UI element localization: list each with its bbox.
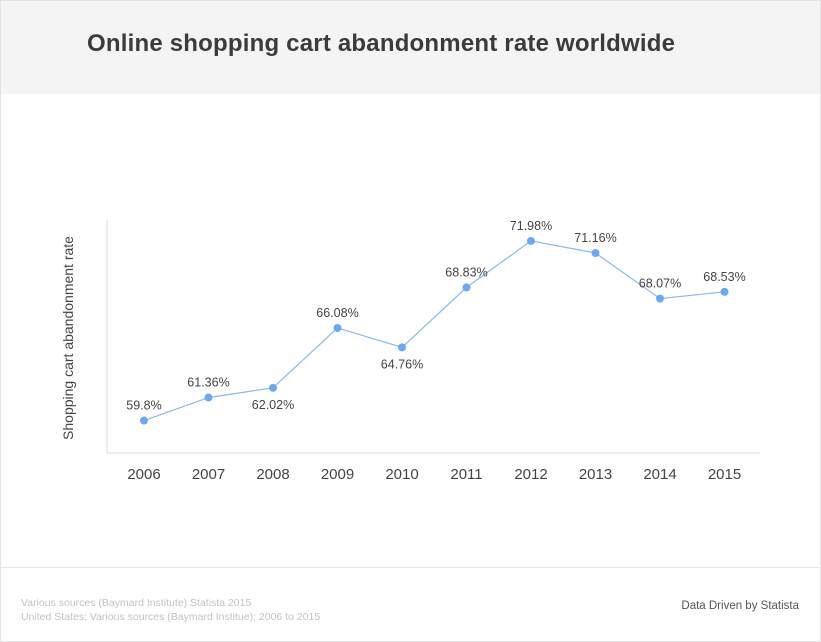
data-point-2009[interactable] <box>333 323 342 332</box>
data-label-2011: 68.83% <box>445 265 487 279</box>
series-line <box>143 240 725 422</box>
series-layer <box>140 236 729 425</box>
x-tick-label-2011: 2011 <box>450 466 482 483</box>
data-point-2015[interactable] <box>720 287 729 296</box>
data-point-2006[interactable] <box>140 416 148 425</box>
data-label-2007: 61.36% <box>187 376 229 390</box>
data-point-2011[interactable] <box>462 283 471 292</box>
data-label-2008: 62.02% <box>252 398 294 412</box>
data-label-2015: 68.53% <box>703 270 745 284</box>
data-point-2008[interactable] <box>269 383 277 392</box>
source-line-2: United States: Various sources (Baymard … <box>21 611 321 623</box>
footer-divider <box>1 567 820 568</box>
x-tick-label-2008: 2008 <box>256 466 289 483</box>
data-point-2012[interactable] <box>527 236 535 245</box>
x-tick-label-2006: 2006 <box>127 466 160 483</box>
x-tick-label-2014: 2014 <box>643 466 676 483</box>
data-point-2010[interactable] <box>398 343 406 352</box>
x-tick-label-2015: 2015 <box>708 466 741 483</box>
data-label-2009: 66.08% <box>316 306 358 320</box>
x-tick-label-2007: 2007 <box>192 466 225 483</box>
statista-credit[interactable]: Data Driven by Statista <box>681 600 799 612</box>
data-label-2010: 64.76% <box>381 357 423 371</box>
data-label-2014: 68.07% <box>639 277 681 291</box>
x-tick-layer: 2006 2007 2008 2009 2010 2011 2012 2013 2014 2015 <box>127 466 741 483</box>
chart-header <box>1 1 820 94</box>
data-point-2013[interactable] <box>591 249 600 258</box>
chart-title: Online shopping cart abandonment rate wo… <box>87 30 676 57</box>
data-point-2007[interactable] <box>204 393 213 402</box>
x-tick-label-2012: 2012 <box>514 466 547 483</box>
x-tick-label-2009: 2009 <box>321 466 354 483</box>
data-label-2012: 71.98% <box>510 219 552 233</box>
x-tick-label-2013: 2013 <box>579 466 612 483</box>
data-label-2006: 59.8% <box>126 399 161 413</box>
data-label-2013: 71.16% <box>574 231 616 245</box>
data-point-2014[interactable] <box>656 294 664 303</box>
source-line-1: Various sources (Baymard Institute) Stat… <box>21 597 252 609</box>
x-tick-label-2010: 2010 <box>385 466 418 483</box>
source-text: Various sources (Baymard Institute) Stat… <box>21 596 320 624</box>
data-label-layer: 59.8% 61.36% 62.02% 66.08% 64.76% 68.83% 71.98… <box>126 219 745 413</box>
